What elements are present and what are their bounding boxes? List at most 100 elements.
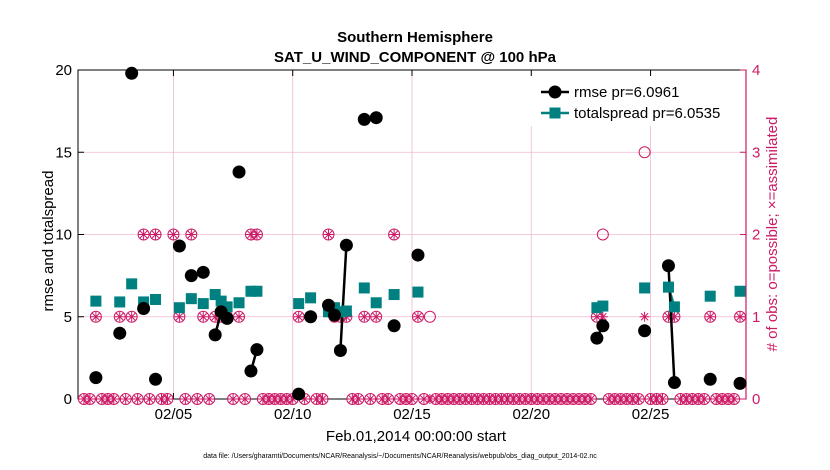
obs-possible-marker [167, 228, 180, 241]
obs-assimilated-marker [699, 394, 710, 404]
obs-assimilated-stroke [479, 395, 488, 403]
rmse-line-segment [339, 245, 348, 351]
obs-assimilated-marker [717, 394, 728, 404]
obs-assimilated-stroke [366, 395, 375, 403]
chart-subtitle: SAT_U_WIND_COMPONENT @ 100 hPa [274, 49, 557, 66]
rmse-point [638, 324, 652, 338]
x-tick-label: 02/05 [155, 406, 193, 423]
totalspread-point [704, 290, 716, 302]
obs-assimilated-stroke [354, 395, 363, 403]
obs-assimilated-stroke [372, 312, 381, 321]
totalspread-point [323, 306, 334, 318]
rmse-point [590, 331, 604, 345]
obs-assimilated-marker [275, 394, 286, 404]
obs-assimilated-stroke [420, 395, 428, 403]
obs-assimilated-marker [198, 311, 209, 322]
obs-assimilated-marker [251, 229, 262, 240]
obs-assimilated-stroke [443, 395, 452, 403]
obs-assimilated-stroke [181, 395, 190, 403]
totalspread-point [126, 278, 138, 290]
obs-assimilated-stroke [497, 395, 506, 403]
totalspread-point [668, 301, 680, 313]
totalspread-point [370, 297, 382, 309]
obs-assimilated-stroke [682, 395, 691, 403]
obs-assimilated-marker [472, 394, 483, 404]
totalspread-point [388, 289, 400, 301]
obs-assimilated-stroke [324, 230, 333, 239]
y-right-tick-label: 2 [752, 227, 760, 244]
obs-assimilated-stroke [622, 395, 631, 403]
obs-assimilated-stroke [646, 395, 655, 403]
obs-assimilated-stroke [610, 395, 619, 403]
rmse-point [250, 343, 264, 357]
rmse-point [113, 326, 127, 340]
obs-assimilated-stroke [241, 395, 249, 403]
obs-assimilated-marker [675, 394, 686, 404]
obs-assimilated-stroke [700, 395, 709, 403]
totalspread-point [90, 295, 102, 307]
obs-assimilated-stroke [503, 395, 512, 403]
totalspread-point [233, 297, 245, 309]
rmse-point [322, 298, 335, 312]
obs-assimilated-stroke [593, 312, 601, 321]
obs-assimilated-stroke [485, 395, 494, 403]
obs-assimilated-marker [365, 394, 376, 404]
totalspread-point [150, 293, 162, 305]
rmse-point [196, 265, 210, 279]
obs-assimilated-stroke [414, 312, 422, 321]
obs-assimilated-stroke [491, 395, 500, 403]
obs-assimilated-marker [186, 229, 197, 240]
obs-assimilated-marker [687, 394, 698, 404]
obs-possible-marker [89, 310, 102, 323]
rmse-point [125, 66, 139, 80]
obs-assimilated-stroke [157, 395, 166, 403]
totalspread-point [221, 301, 233, 313]
rmse-point [339, 238, 353, 252]
obs-assimilated-stroke [604, 395, 613, 403]
obs-assimilated-stroke [175, 312, 184, 321]
rmse-point [149, 372, 163, 386]
obs-assimilated-stroke [390, 230, 398, 239]
obs-assimilated-stroke [86, 395, 94, 403]
y-right-tick-label: 0 [752, 391, 760, 408]
obs-possible-marker [137, 228, 150, 241]
rmse-point [232, 165, 246, 179]
obs-assimilated-stroke [640, 312, 649, 321]
obs-assimilated-marker [633, 394, 644, 404]
obs-assimilated-stroke [509, 395, 518, 403]
rmse-point [244, 364, 258, 378]
obs-possible-marker [596, 228, 609, 241]
y-right-tick-labels: 0 1 2 3 4 [752, 62, 760, 408]
obs-assimilated-stroke [133, 395, 142, 403]
obs-assimilated-marker [168, 229, 179, 240]
obs-assimilated-stroke [92, 312, 100, 321]
obs-assimilated-stroke [467, 395, 476, 403]
totalspread-point [114, 296, 126, 308]
obs-possible-marker [227, 393, 240, 405]
obs-assimilated-stroke [169, 230, 178, 239]
obs-assimilated-stroke [515, 395, 524, 403]
obs-possible-marker [734, 310, 747, 323]
obs-assimilated-stroke [282, 395, 291, 403]
obs-assimilated-stroke [581, 395, 589, 403]
rmse-point [184, 269, 198, 283]
obs-assimilated-stroke [384, 395, 393, 403]
obs-assimilated-stroke [652, 395, 661, 403]
totalspread-point [197, 298, 209, 310]
obs-assimilated-marker [108, 394, 119, 404]
obs-assimilated-stroke [598, 312, 607, 321]
obs-assimilated-stroke [312, 395, 321, 403]
obs-assimilated-marker [114, 311, 125, 322]
obs-assimilated-stroke [139, 230, 148, 239]
obs-assimilated-stroke [97, 395, 106, 403]
obs-assimilated-stroke [247, 230, 255, 239]
rmse-point [596, 319, 610, 333]
obs-assimilated-stroke [461, 395, 470, 403]
obs-assimilated-stroke [199, 312, 208, 321]
obs-possible-marker [191, 393, 204, 405]
obs-assimilated-stroke [473, 395, 482, 403]
totalspread-point [591, 302, 603, 314]
obs-assimilated-stroke [724, 395, 732, 403]
obs-assimilated-stroke [730, 395, 738, 403]
